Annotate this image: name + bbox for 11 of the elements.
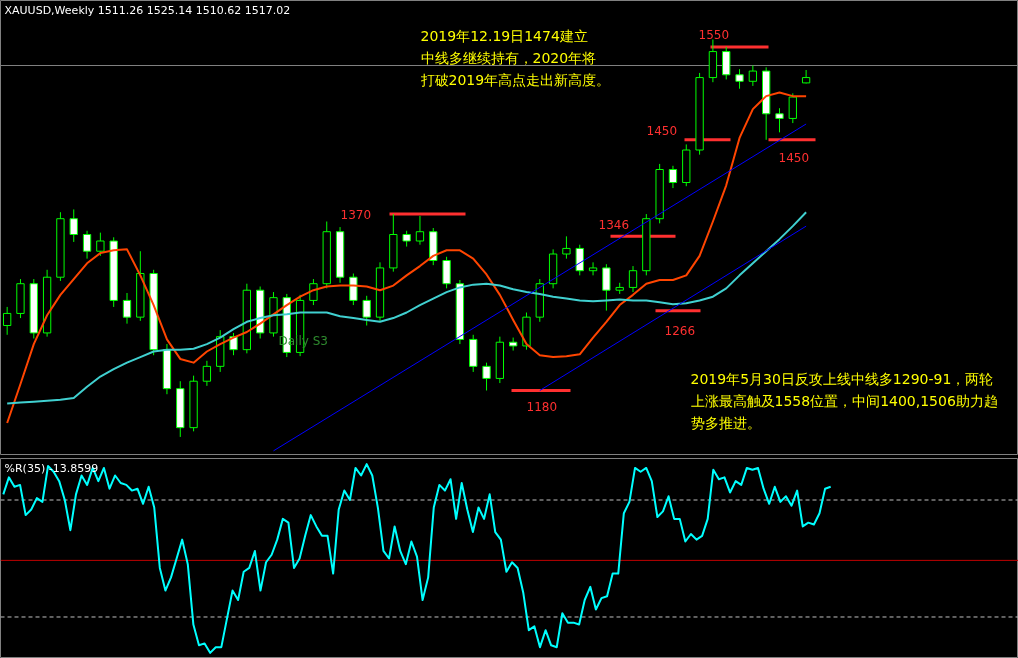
annotation: 2019年12.19日1474建立中线多继续持有，2020年将打破2019年高点走出新高度。 xyxy=(419,27,611,88)
ref-line-label: 1346 xyxy=(598,217,630,232)
ref-line-label: 1450 xyxy=(646,124,678,139)
ref-line-label: 1450 xyxy=(778,151,810,166)
ref-line-label: 1550 xyxy=(698,28,730,43)
chart-title: XAUUSD,Weekly 1511.26 1525.14 1510.62 1517.02 xyxy=(4,3,291,17)
ref-line-label: 1370 xyxy=(340,207,372,222)
chart-title: %R(35) -13.8599 xyxy=(4,461,99,475)
ref-line-label: 1266 xyxy=(664,324,696,339)
ref-line-label: 1180 xyxy=(526,400,558,414)
annotation: 2019年5月30日反攻上线中线多1290-91，两轮上涨最高触及1558位置，中间1400,1506助力趋势多推进。 xyxy=(690,370,998,431)
